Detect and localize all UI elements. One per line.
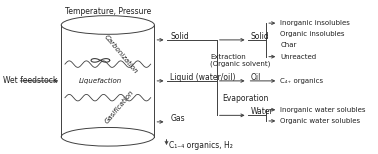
Text: C₄₊ organics: C₄₊ organics: [280, 78, 323, 84]
Text: Gas: Gas: [170, 114, 185, 123]
Text: Organic insolubles: Organic insolubles: [280, 31, 345, 37]
Text: Extraction
(Organic solvent): Extraction (Organic solvent): [210, 54, 271, 67]
Text: Carbonization: Carbonization: [103, 34, 139, 75]
Text: Evaporation: Evaporation: [222, 94, 269, 103]
Text: Wet feedstock: Wet feedstock: [3, 76, 57, 85]
Text: Solid: Solid: [250, 32, 269, 41]
Text: Char: Char: [280, 43, 296, 49]
Text: Liquefaction: Liquefaction: [79, 78, 122, 84]
Text: Unreacted: Unreacted: [280, 54, 316, 60]
Text: Organic water solubles: Organic water solubles: [280, 118, 360, 124]
Text: Gasification: Gasification: [104, 89, 135, 125]
Text: Oil: Oil: [250, 73, 261, 82]
Text: C₁₋₄ organics, H₂: C₁₋₄ organics, H₂: [169, 141, 233, 150]
Text: Water: Water: [250, 107, 273, 116]
Text: Inorganic water solubles: Inorganic water solubles: [280, 107, 366, 113]
Text: Liquid (water/oil): Liquid (water/oil): [170, 73, 236, 82]
Text: Inorganic insolubles: Inorganic insolubles: [280, 20, 350, 26]
Text: Temperature, Pressure: Temperature, Pressure: [65, 7, 151, 16]
Text: Solid: Solid: [170, 32, 189, 41]
